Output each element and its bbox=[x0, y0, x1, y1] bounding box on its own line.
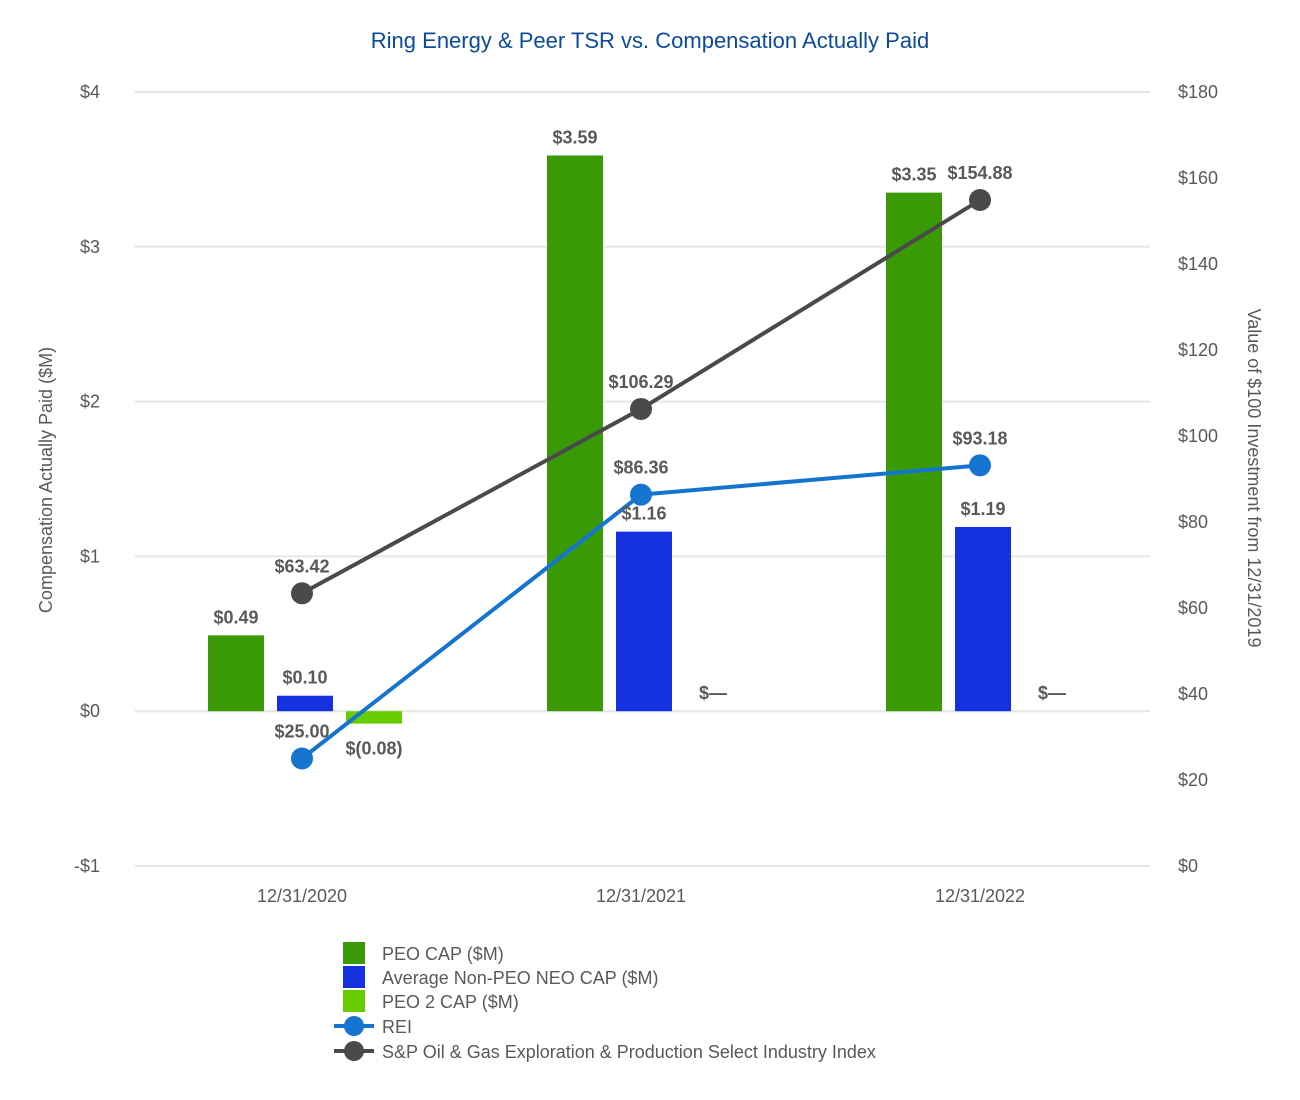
bar bbox=[616, 531, 672, 712]
right-tick-label: $20 bbox=[1178, 770, 1208, 790]
right-tick-label: $0 bbox=[1178, 856, 1198, 876]
x-tick-label: 12/31/2020 bbox=[257, 886, 347, 906]
series-point bbox=[630, 397, 652, 420]
legend-swatch bbox=[343, 942, 365, 964]
series-point bbox=[969, 189, 991, 212]
line-data-label: $106.29 bbox=[608, 372, 673, 392]
x-axis-ticks: 12/31/2020 12/31/2021 12/31/2022 bbox=[257, 886, 1025, 906]
left-axis-label: Compensation Actually Paid ($M) bbox=[36, 347, 56, 613]
series-point bbox=[291, 747, 313, 770]
left-tick-label: -$1 bbox=[74, 856, 100, 876]
left-axis-ticks: $4 $3 $2 $1 $0 -$1 bbox=[74, 82, 100, 876]
line-data-label: $93.18 bbox=[952, 428, 1007, 448]
series-point bbox=[969, 454, 991, 477]
right-tick-label: $140 bbox=[1178, 254, 1218, 274]
right-tick-label: $40 bbox=[1178, 684, 1208, 704]
right-tick-label: $120 bbox=[1178, 340, 1218, 360]
bar-data-label: $— bbox=[1038, 683, 1066, 703]
right-axis-ticks: $180 $160 $140 $120 $100 $80 $60 $40 $20 $0 bbox=[1178, 82, 1218, 876]
left-tick-label: $1 bbox=[80, 546, 100, 566]
bar-data-label: $— bbox=[699, 683, 727, 703]
bar-data-label: $1.16 bbox=[621, 504, 666, 524]
bar-data-label: $1.19 bbox=[960, 499, 1005, 519]
left-tick-label: $2 bbox=[80, 392, 100, 412]
left-tick-label: $0 bbox=[80, 701, 100, 721]
bar-data-label: $0.49 bbox=[213, 607, 258, 627]
legend-label: PEO CAP ($M) bbox=[382, 944, 504, 964]
right-tick-label: $160 bbox=[1178, 168, 1218, 188]
right-tick-label: $180 bbox=[1178, 82, 1218, 102]
line-data-label: $63.42 bbox=[274, 556, 329, 576]
bars bbox=[208, 155, 1011, 724]
data-labels: $0.49 $3.59 $3.35 $0.10 $1.16 $1.19 $(0.08) $— $… bbox=[213, 127, 1066, 758]
legend-swatch bbox=[343, 990, 365, 1012]
line-data-label: $86.36 bbox=[613, 458, 668, 478]
lines bbox=[291, 189, 991, 770]
series-point bbox=[630, 483, 652, 506]
line-data-label: $25.00 bbox=[274, 722, 329, 742]
bar-data-label: $3.59 bbox=[552, 127, 597, 147]
line-data-label: $154.88 bbox=[947, 163, 1012, 183]
right-axis-label: Value of $100 Investment from 12/31/2019 bbox=[1244, 309, 1264, 648]
gridlines bbox=[135, 91, 1150, 867]
right-tick-label: $100 bbox=[1178, 426, 1218, 446]
legend: PEO CAP ($M) Average Non-PEO NEO CAP ($M)… bbox=[334, 942, 876, 1062]
bar bbox=[886, 192, 942, 712]
bar-data-label: $0.10 bbox=[282, 668, 327, 688]
x-tick-label: 12/31/2022 bbox=[935, 886, 1025, 906]
chart-title: Ring Energy & Peer TSR vs. Compensation … bbox=[371, 28, 929, 53]
right-tick-label: $60 bbox=[1178, 598, 1208, 618]
left-tick-label: $3 bbox=[80, 237, 100, 257]
x-tick-label: 12/31/2021 bbox=[596, 886, 686, 906]
legend-swatch bbox=[343, 966, 365, 988]
legend-marker bbox=[344, 1041, 364, 1061]
legend-label: PEO 2 CAP ($M) bbox=[382, 992, 519, 1012]
bar-data-label: $3.35 bbox=[891, 165, 936, 185]
right-tick-label: $80 bbox=[1178, 512, 1208, 532]
legend-label: REI bbox=[382, 1017, 412, 1037]
bar-data-label: $(0.08) bbox=[345, 739, 402, 759]
legend-marker bbox=[344, 1016, 364, 1036]
bar bbox=[208, 635, 264, 712]
bar bbox=[277, 695, 333, 712]
legend-label: S&P Oil & Gas Exploration & Production S… bbox=[382, 1042, 876, 1062]
bar bbox=[955, 526, 1011, 712]
series-point bbox=[291, 582, 313, 605]
left-tick-label: $4 bbox=[80, 82, 100, 102]
legend-label: Average Non-PEO NEO CAP ($M) bbox=[382, 968, 658, 988]
